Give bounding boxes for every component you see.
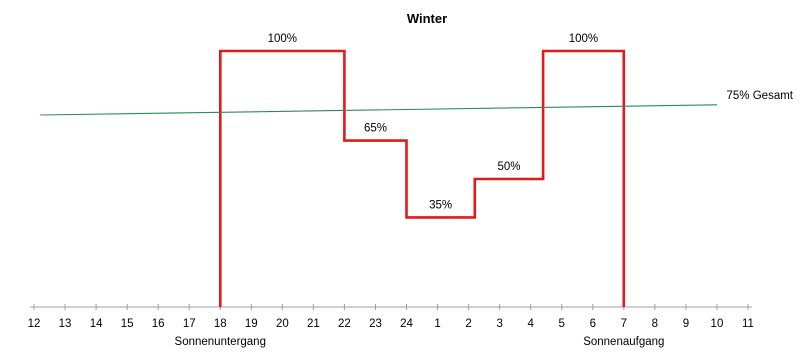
x-tick-label: 1 xyxy=(434,318,440,330)
x-tick-label: 22 xyxy=(338,318,351,330)
data-label: 50% xyxy=(497,161,520,173)
x-tick-label: 2 xyxy=(465,318,471,330)
x-tick-label: 5 xyxy=(559,318,565,330)
annotations: Sonnenuntergang Sonnenaufgang xyxy=(175,336,665,348)
x-ticks: 12 13 14 15 16 17 18 19 20 21 22 23 24 1 2 3 4 5 6 7 8 9 10 11 xyxy=(28,304,754,330)
x-tick-label: 23 xyxy=(369,318,382,330)
x-tick-label: 16 xyxy=(152,318,165,330)
lighting-level-line xyxy=(219,49,626,307)
annotation-label: Sonnenaufgang xyxy=(583,336,664,348)
x-tick-label: 11 xyxy=(742,318,754,330)
data-label: 100% xyxy=(569,33,598,45)
annotation-label: Sonnenuntergang xyxy=(175,336,266,348)
x-tick-label: 24 xyxy=(400,318,413,330)
series-group: 75% Gesamt xyxy=(40,49,794,307)
x-tick-label: 14 xyxy=(90,318,103,330)
x-tick-label: 19 xyxy=(245,318,258,330)
x-tick-label: 8 xyxy=(652,318,658,330)
x-tick-label: 13 xyxy=(59,318,72,330)
x-tick-label: 12 xyxy=(28,318,41,330)
x-tick-label: 10 xyxy=(711,318,724,330)
x-tick-label: 18 xyxy=(214,318,227,330)
x-tick-label: 20 xyxy=(276,318,289,330)
x-tick-label: 17 xyxy=(183,318,196,330)
x-tick-label: 6 xyxy=(590,318,596,330)
data-label: 65% xyxy=(364,123,387,135)
data-labels: 100% 65% 35% 50% 100% xyxy=(268,33,599,211)
data-label: 100% xyxy=(268,33,297,45)
x-tick-label: 21 xyxy=(307,318,320,330)
x-tick-label: 4 xyxy=(527,318,534,330)
chart-title: Winter xyxy=(407,11,447,26)
x-tick-label: 7 xyxy=(621,318,627,330)
x-tick-label: 15 xyxy=(121,318,134,330)
x-tick-label: 3 xyxy=(496,318,502,330)
series-label: 75% Gesamt xyxy=(727,90,794,102)
overall-average-line xyxy=(40,104,718,116)
x-tick-label: 9 xyxy=(683,318,689,330)
data-label: 35% xyxy=(429,199,452,211)
